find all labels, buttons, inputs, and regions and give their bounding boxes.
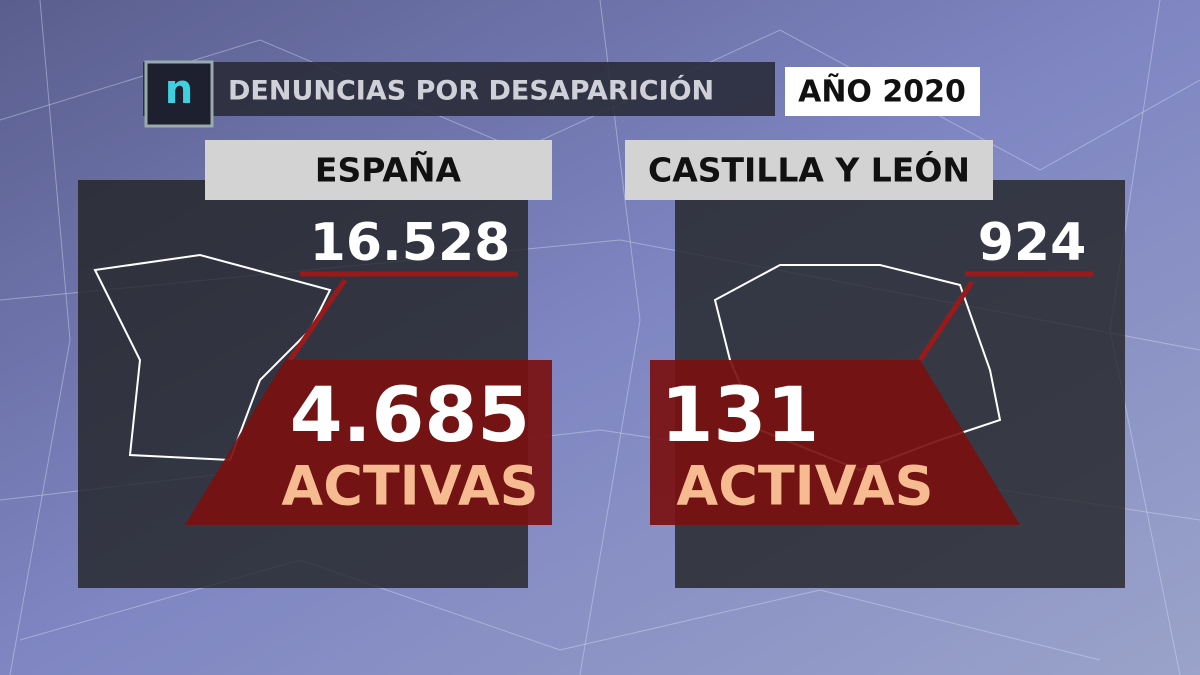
connector bbox=[287, 278, 348, 362]
region: ESPAÑA bbox=[315, 150, 462, 190]
year-box bbox=[785, 67, 980, 116]
active-label: ACTIVAS bbox=[676, 455, 933, 518]
highlight-band bbox=[650, 360, 1020, 525]
total: 924 bbox=[978, 213, 1087, 273]
region-box bbox=[625, 140, 993, 200]
active: 4.685 bbox=[290, 370, 530, 459]
active: 131 bbox=[661, 370, 820, 459]
header-title: DENUNCIAS POR DESAPARICIÓN bbox=[228, 75, 714, 107]
total: 16.528 bbox=[310, 213, 511, 273]
active-label: ACTIVAS bbox=[281, 455, 538, 518]
header-bar bbox=[143, 62, 775, 116]
map-outline bbox=[93, 253, 332, 462]
region-box bbox=[205, 140, 552, 200]
highlight-band bbox=[185, 360, 552, 525]
connector bbox=[917, 280, 975, 362]
logo-box bbox=[144, 60, 214, 128]
region: CASTILLA Y LEÓN bbox=[648, 150, 970, 190]
year: AÑO 2020 bbox=[798, 73, 966, 110]
logo: n bbox=[165, 67, 193, 113]
